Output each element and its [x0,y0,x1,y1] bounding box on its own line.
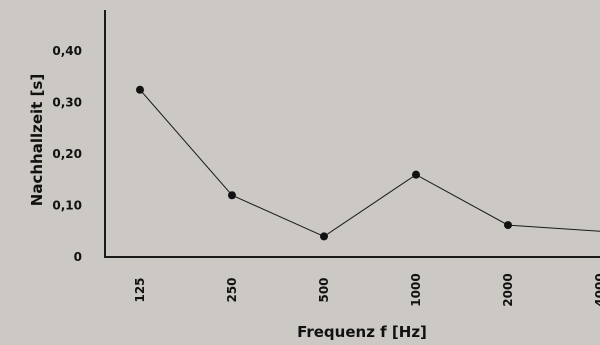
x-tick-label: 500 [317,277,331,302]
y-axis-title: Nachhallzeit [s] [28,74,46,206]
x-tick-label: 1000 [409,273,423,306]
data-point [412,170,420,179]
y-tick-labels: 0 0,10 0,20 0,30 0,40 [52,44,82,264]
axes [104,10,600,258]
y-tick-label: 0 [74,250,82,264]
x-tick-label: 250 [225,277,239,302]
x-tick-label: 4000 [593,273,600,306]
y-tick-label: 0,20 [52,147,82,161]
data-point [136,85,144,94]
x-tick-labels: 125 250 500 1000 2000 4000 [133,273,600,306]
series-line [139,89,600,237]
x-tick-label: 125 [133,277,147,302]
y-tick-label: 0,30 [52,96,82,110]
x-tick-label: 2000 [501,273,515,306]
y-tick-label: 0,40 [52,44,82,58]
data-point [504,221,512,230]
x-axis-title: Frequenz f [Hz] [297,323,427,341]
y-tick-label: 0,10 [52,199,82,213]
data-point [228,191,236,200]
series-group [136,85,600,241]
data-point [320,232,328,241]
